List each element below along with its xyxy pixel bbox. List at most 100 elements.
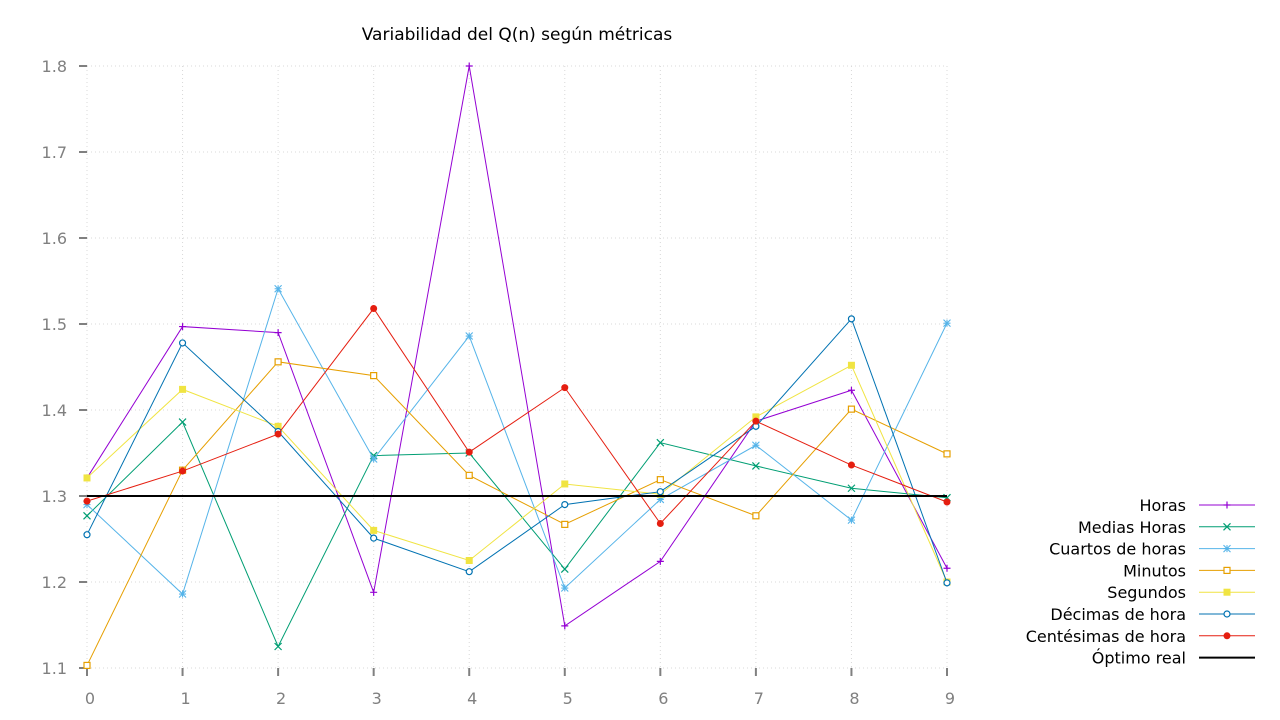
legend-marker [1223,588,1231,596]
data-point [465,448,473,456]
data-point [561,520,569,528]
data-point [847,461,855,469]
series-2 [83,284,951,598]
legend-label: Décimas de hora [1050,605,1186,624]
legend-entry: Horas [1139,496,1255,515]
data-point [561,501,569,509]
x-tick-label: 2 [276,689,286,708]
y-tick-label: 1.8 [42,57,67,76]
y-tick-label: 1.2 [42,573,67,592]
data-point [847,361,855,369]
series-line [86,364,948,583]
data-point [656,438,665,447]
y-tick-label: 1.3 [42,487,67,506]
legend-entry: Décimas de hora [1050,605,1255,624]
legend-marker [1223,501,1231,509]
data-point [178,339,187,347]
data-point [370,534,378,542]
series-0 [83,62,951,630]
data-point [560,584,569,592]
data-point [656,488,664,496]
legend-entry: Centésimas de hora [1026,627,1255,646]
legend-label: Óptimo real [1092,649,1186,668]
data-point [369,455,378,463]
legend-label: Minutos [1123,561,1186,580]
data-point [465,568,473,576]
series-4 [83,361,951,586]
x-tick-label: 0 [85,689,95,708]
data-point [83,497,91,505]
series-1 [83,418,951,651]
data-point [656,557,664,565]
legend-entry: Medias Horas [1078,518,1255,537]
legend-marker [1223,522,1231,531]
data-point [465,332,474,340]
series-line [86,287,948,595]
data-point [943,564,951,572]
data-point [561,622,569,630]
data-point [274,422,282,430]
y-tick-label: 1.6 [42,229,67,248]
series-line [86,65,948,627]
data-point [274,430,282,438]
data-point [752,512,760,520]
data-point [847,386,855,394]
data-point [752,441,760,450]
legend-marker [1223,610,1231,618]
legend-label: Cuartos de horas [1049,540,1186,559]
legend-label: Segundos [1107,583,1186,602]
x-tick-label: 6 [658,689,668,708]
data-point [943,319,951,328]
data-point [465,557,473,564]
series-6 [83,305,951,528]
data-point [83,661,91,670]
legend-marker [1223,566,1231,575]
y-tick-label: 1.4 [42,401,67,420]
data-point [656,476,664,484]
data-point [179,385,187,393]
x-tick-label: 3 [372,689,382,708]
x-tick-label: 7 [754,689,764,708]
data-point [179,467,187,475]
legend-entry: Óptimo real [1092,649,1255,668]
x-tick-label: 4 [467,689,477,708]
axes: 1.1 1.2 1.3 1.4 1.5 1.6 1.7 1.8 0 1 2 3 4 5 6 7 8 9 [42,57,956,708]
data-point [370,588,378,596]
data-point [274,329,282,337]
legend-label: Centésimas de hora [1026,627,1186,646]
legend-marker [1223,632,1231,640]
data-point [179,323,187,331]
x-tick-label: 8 [849,689,859,708]
y-tick-label: 1.5 [42,315,67,334]
data-point [465,471,473,479]
legend-entry: Segundos [1107,583,1255,602]
grid [86,65,948,669]
data-point [83,511,91,520]
legend-label: Medias Horas [1078,518,1186,537]
data-point [847,315,856,323]
y-tick-label: 1.7 [42,143,67,162]
series-line [86,421,948,648]
data-point [943,579,951,587]
y-tick-label: 1.1 [42,659,67,678]
data-point [370,372,378,380]
data-point [274,642,283,651]
data-point [656,495,665,504]
x-tick-label: 9 [945,689,955,708]
series-layer [83,62,951,670]
data-point [370,526,378,534]
legend-entry: Cuartos de horas [1049,540,1255,559]
x-tick-label: 5 [563,689,573,708]
data-point [847,484,856,493]
data-point [561,480,569,488]
data-point [465,62,473,70]
legend-entry: Minutos [1123,561,1255,580]
x-tick-label: 1 [180,689,190,708]
data-point [83,474,91,482]
data-point [560,565,569,574]
data-point [943,498,951,506]
legend-marker [1223,544,1231,553]
data-point [751,461,760,470]
data-point [847,516,856,524]
data-point [752,417,760,425]
